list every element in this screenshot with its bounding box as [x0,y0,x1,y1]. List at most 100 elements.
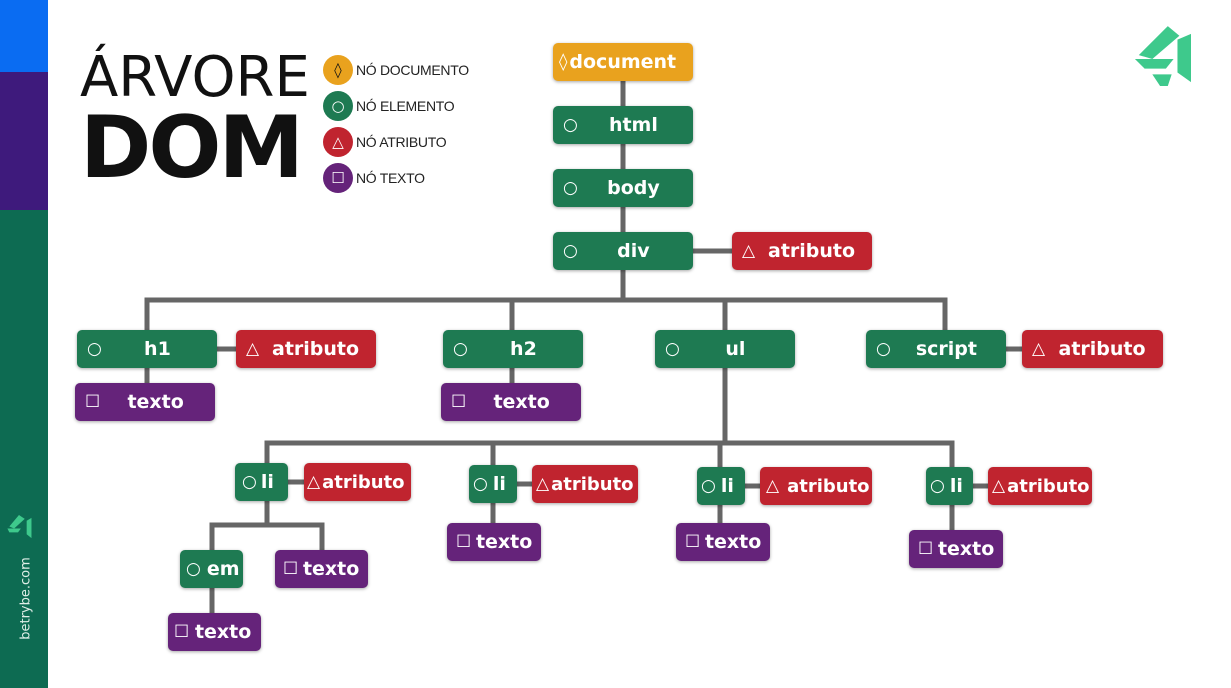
circle-icon: ○ [242,472,257,492]
node-div-attribute: △ atributo [732,232,872,270]
node-li-4: ○ li [926,467,973,505]
node-script-attribute: △ atributo [1022,330,1163,368]
node-label: atributo [272,338,360,360]
circle-icon: ○ [323,91,353,121]
side-brand: betrybe.com [7,515,39,645]
legend: ◊ NÓ DOCUMENTO ○ NÓ ELEMENTO △ NÓ ATRIBU… [323,52,469,196]
circle-icon: ○ [186,559,201,579]
node-li-1-text: ☐ texto [275,550,368,588]
square-icon: ☐ [283,559,299,579]
triangle-icon: △ [742,241,756,261]
node-li-4-text: ☐ texto [909,530,1003,568]
title-line-2: DOM [80,98,304,198]
triangle-icon: △ [766,476,780,496]
circle-icon: ○ [473,474,488,494]
node-li-2: ○ li [469,465,517,503]
legend-item-element: ○ NÓ ELEMENTO [323,88,469,124]
node-label: h1 [144,338,171,360]
circle-icon: ○ [665,339,680,359]
node-label: document [569,51,677,73]
circle-icon: ○ [563,178,578,198]
diamond-icon: ◊ [559,52,568,72]
node-h1: ○ h1 [77,330,217,368]
legend-item-text: ☐ NÓ TEXTO [323,160,469,196]
node-label: texto [127,391,184,413]
square-icon: ☐ [685,532,701,552]
side-stripe-top [0,0,48,72]
node-label: texto [937,538,995,560]
legend-label: NÓ DOCUMENTO [356,62,469,78]
triangle-icon: △ [307,472,321,492]
node-label: li [492,473,506,495]
node-html: ○ html [553,106,693,144]
page-title: ÁRVORE DOM [80,45,320,198]
square-icon: ☐ [918,539,934,559]
node-script: ○ script [866,330,1006,368]
node-label: atributo [322,471,405,493]
triangle-icon: △ [1032,339,1046,359]
node-li-2-attribute: △ atributo [532,465,638,503]
node-li-1: ○ li [235,463,288,501]
circle-icon: ○ [701,476,716,496]
triangle-icon: △ [992,476,1006,496]
node-label: li [720,475,734,497]
node-document: ◊ document [553,43,693,81]
node-label: li [949,475,963,497]
side-stripe-middle [0,72,48,210]
circle-icon: ○ [563,115,578,135]
square-icon: ☐ [456,532,472,552]
legend-label: NÓ ELEMENTO [356,98,455,114]
circle-icon: ○ [563,241,578,261]
circle-icon: ○ [453,339,468,359]
node-h2: ○ h2 [443,330,583,368]
node-h1-text: ☐ texto [75,383,215,421]
node-em: ○ em [180,550,243,588]
node-label: texto [475,531,533,553]
legend-item-attribute: △ NÓ ATRIBUTO [323,124,469,160]
square-icon: ☐ [174,622,190,642]
node-li-4-attribute: △ atributo [988,467,1092,505]
trybe-small-icon [7,515,32,539]
node-label: ul [725,338,746,360]
title-line-1: ÁRVORE [80,45,310,110]
node-label: texto [704,531,762,553]
circle-icon: ○ [930,476,945,496]
node-body: ○ body [553,169,693,207]
node-li-1-attribute: △ atributo [304,463,411,501]
square-icon: ☐ [451,392,467,412]
node-label: texto [194,621,252,643]
node-label: atributo [1058,338,1146,360]
node-label: em [206,558,240,580]
node-em-text: ☐ texto [168,613,261,651]
circle-icon: ○ [876,339,891,359]
square-icon: ☐ [323,163,353,193]
triangle-icon: △ [246,339,260,359]
side-stripe-bottom [0,210,48,688]
diamond-icon: ◊ [323,55,353,85]
node-label: atributo [787,475,870,497]
node-label: li [260,471,274,493]
node-label: script [915,338,977,360]
node-label: texto [493,391,550,413]
legend-label: NÓ ATRIBUTO [356,134,447,150]
node-label: div [617,240,650,262]
node-label: h2 [510,338,537,360]
node-label: body [607,177,660,199]
node-label: html [608,114,658,136]
node-label: atributo [1007,475,1090,497]
node-label: atributo [768,240,856,262]
legend-item-document: ◊ NÓ DOCUMENTO [323,52,469,88]
circle-icon: ○ [87,339,102,359]
square-icon: ☐ [85,392,101,412]
node-li-3-attribute: △ atributo [760,467,872,505]
node-label: texto [302,558,360,580]
node-div: ○ div [553,232,693,270]
node-li-3-text: ☐ texto [676,523,770,561]
node-h1-attribute: △ atributo [236,330,376,368]
trybe-logo-icon [1134,26,1191,87]
legend-label: NÓ TEXTO [356,170,425,186]
node-h2-text: ☐ texto [441,383,581,421]
node-label: atributo [551,473,634,495]
triangle-icon: △ [536,474,550,494]
